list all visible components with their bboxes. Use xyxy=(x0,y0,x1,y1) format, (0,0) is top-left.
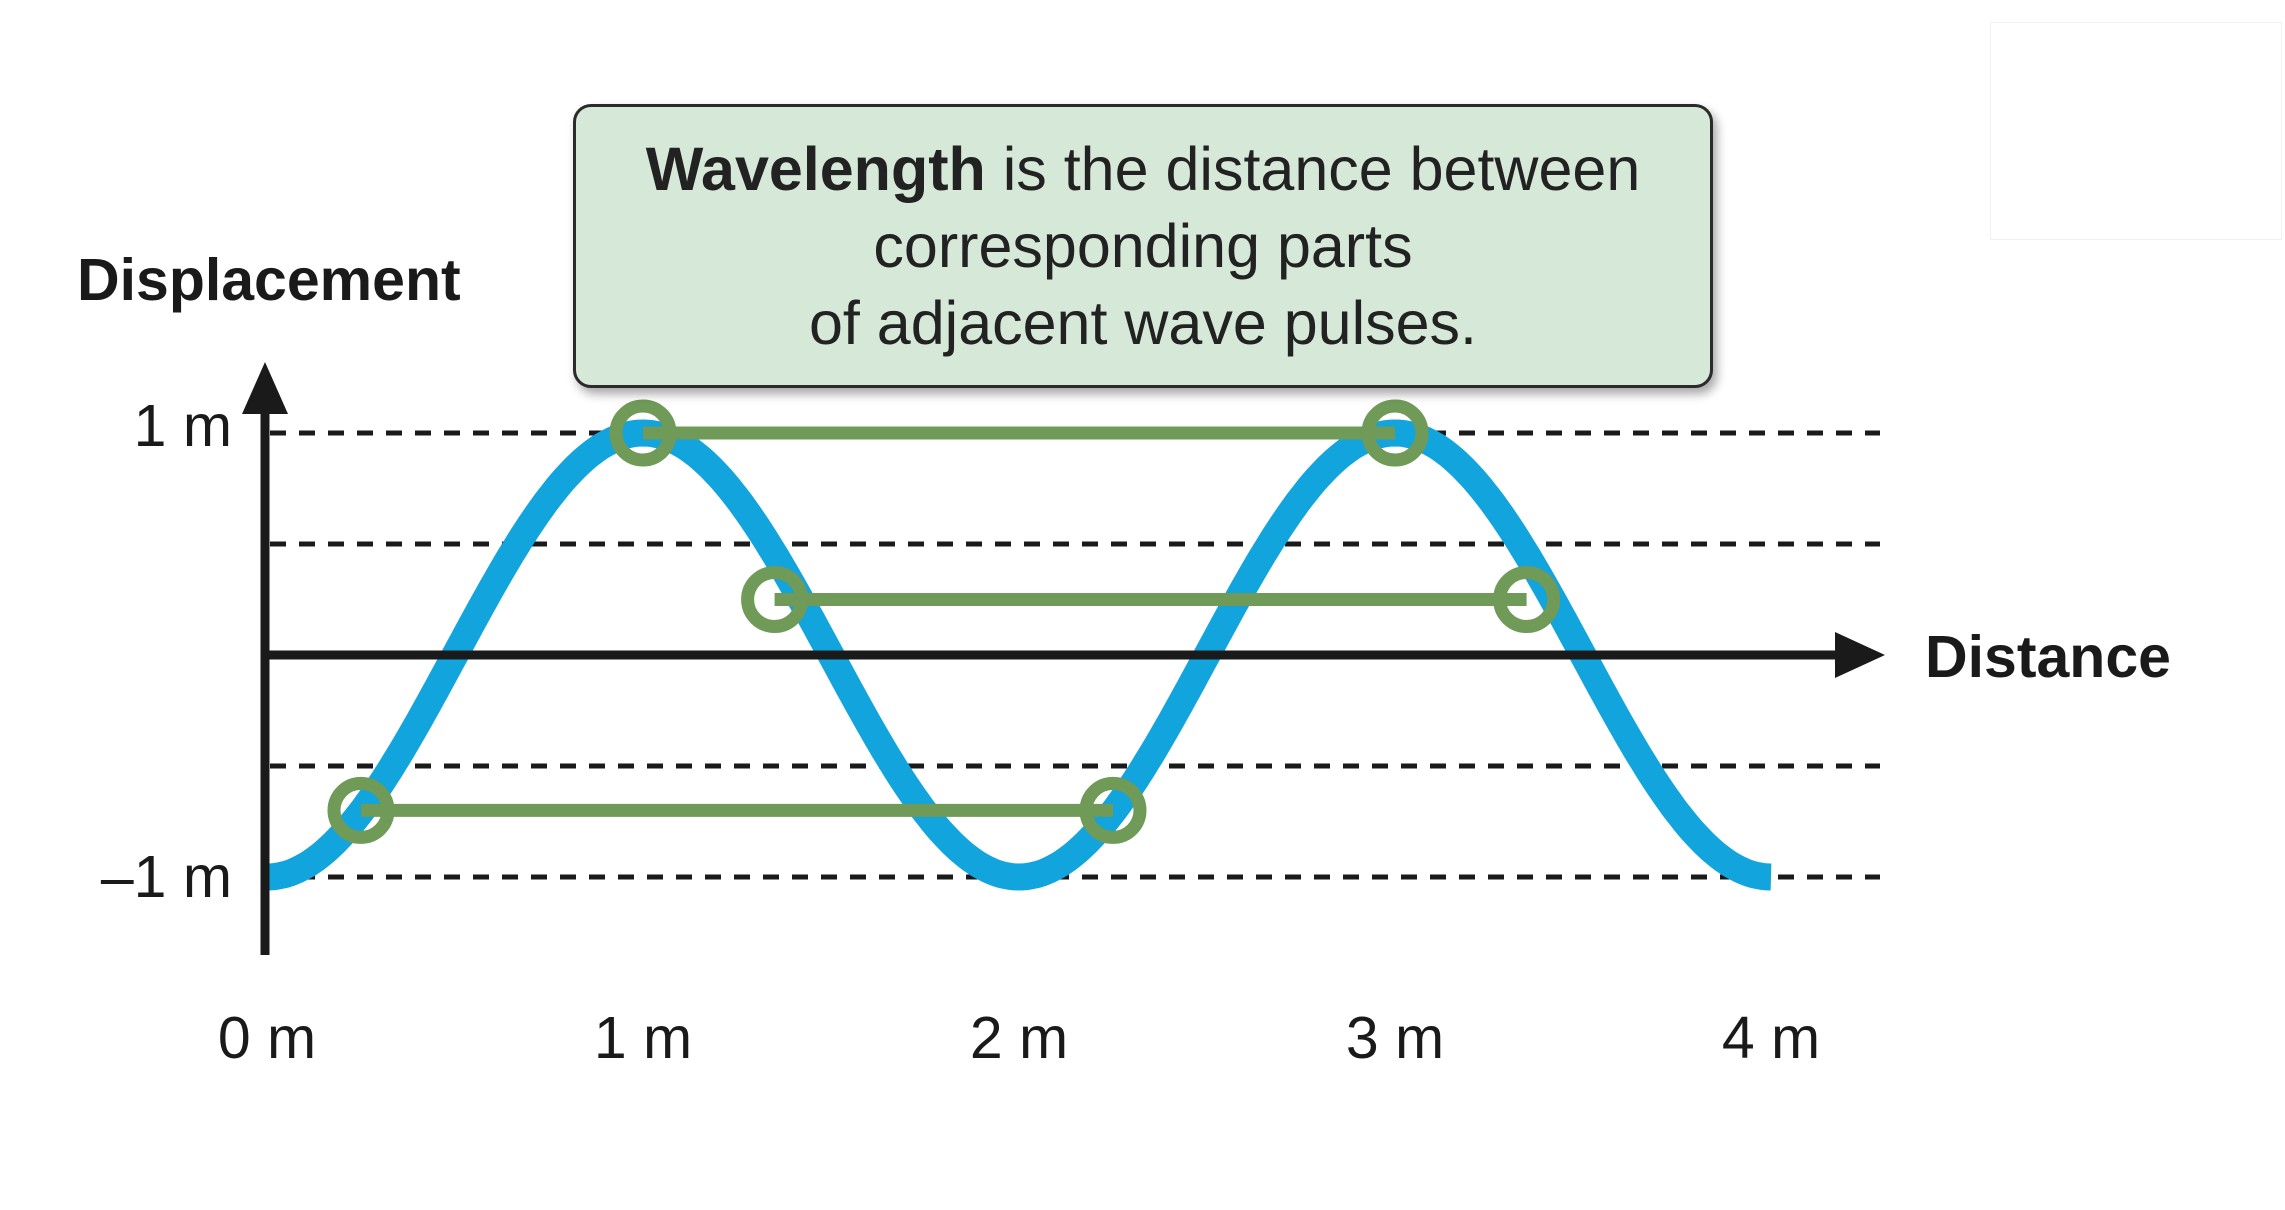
wavelength-point xyxy=(1493,566,1561,633)
wavelength-point xyxy=(609,399,677,467)
callout-line-1-text: is the distance between xyxy=(985,134,1641,203)
x-tick-label: 2 m xyxy=(970,1005,1068,1071)
x-axis-title: Distance xyxy=(1925,624,2171,690)
callout-term: Wavelength xyxy=(645,134,986,203)
y-tick-label-bottom: –1 m xyxy=(101,844,232,910)
wavelength-point xyxy=(1361,399,1429,467)
wavelength-markers xyxy=(327,399,1561,844)
blank-corner-panel xyxy=(1990,22,2282,240)
wavelength-point xyxy=(1079,776,1147,844)
wavelength-point xyxy=(327,776,395,844)
x-tick-label: 0 m xyxy=(218,1005,316,1071)
callout-line-1: Wavelength is the distance between xyxy=(646,131,1641,208)
x-axis-arrowhead xyxy=(1835,632,1885,678)
x-tick-label: 4 m xyxy=(1722,1005,1820,1071)
y-tick-label-top: 1 m xyxy=(134,393,232,459)
y-axis-title: Displacement xyxy=(77,247,461,313)
y-axis-arrowhead xyxy=(242,362,288,414)
guide-lines xyxy=(270,430,1880,880)
wave-curve xyxy=(266,419,1772,891)
x-tick-label: 1 m xyxy=(594,1005,692,1071)
axes xyxy=(242,362,1885,955)
wavelength-definition-callout: Wavelength is the distance between corre… xyxy=(573,104,1713,388)
callout-line-3: of adjacent wave pulses. xyxy=(808,288,1478,357)
x-tick-labels: 0 m 1 m 2 m 3 m 4 m xyxy=(218,1005,1820,1071)
x-tick-label: 3 m xyxy=(1346,1005,1444,1071)
callout-line-2: corresponding parts xyxy=(873,211,1413,280)
wavelength-point xyxy=(741,566,809,633)
